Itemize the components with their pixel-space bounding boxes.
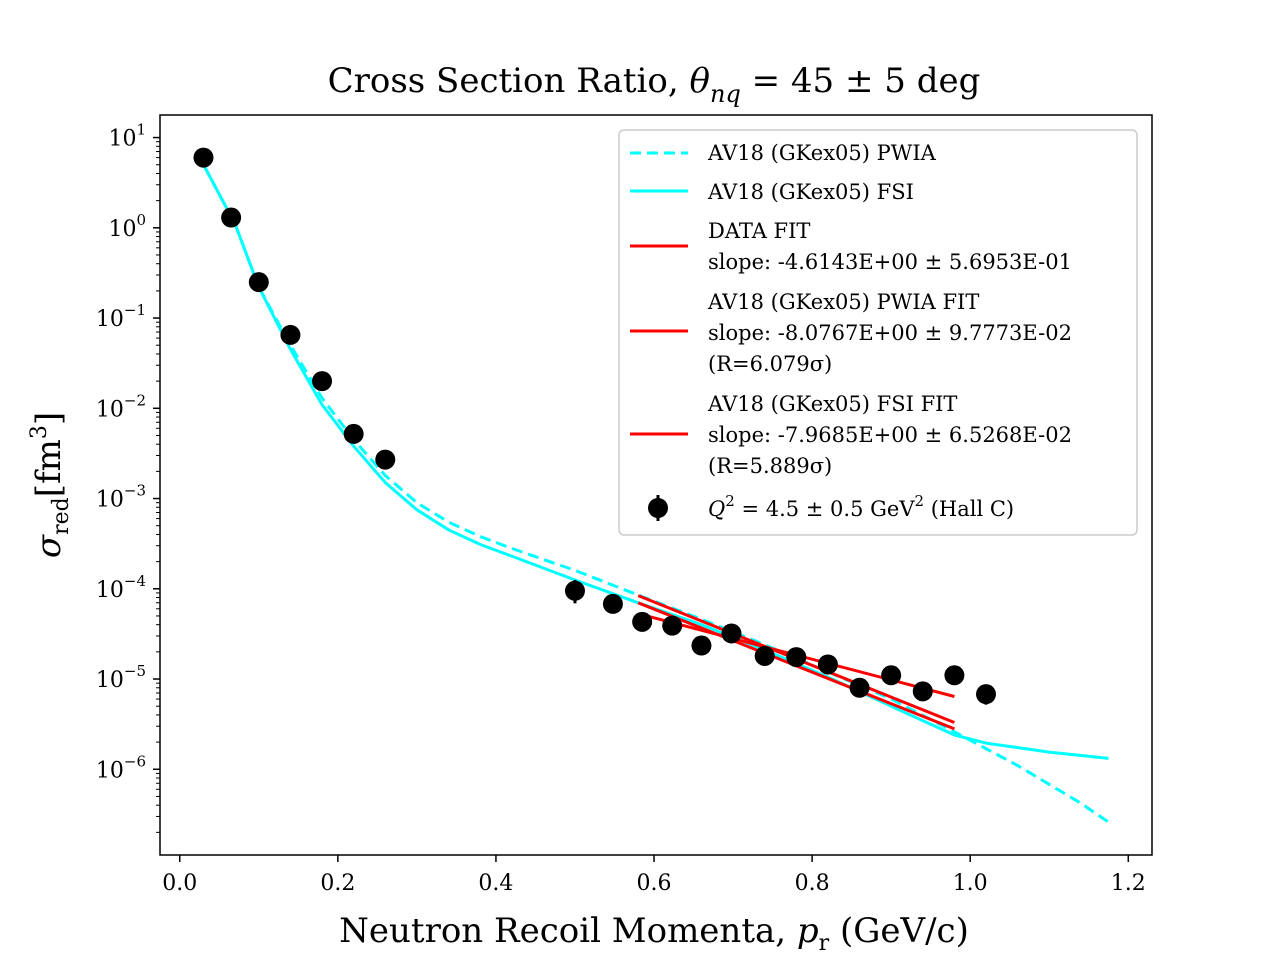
legend-label-fsi: AV18 (GKex05) FSI	[707, 180, 914, 204]
data-point	[248, 272, 269, 293]
x-tick-label: 0.4	[478, 871, 513, 896]
data-point	[849, 677, 870, 698]
chart-title: Cross Section Ratio, θnq = 45 ± 5 deg	[328, 61, 981, 108]
data-point	[632, 611, 653, 632]
data-point	[786, 647, 807, 668]
x-tick-label: 0.6	[637, 871, 672, 896]
x-tick-label: 0.0	[162, 871, 197, 896]
legend-label-data-fit: DATA FIT	[708, 219, 810, 243]
legend-label-data: Q2 = 4.5 ± 0.5 GeV2 (Hall C)	[708, 492, 1014, 521]
legend-label-fsi-fit-slope: slope: -7.9685E+00 ± 6.5268E-02	[708, 423, 1072, 447]
data-point	[662, 615, 683, 636]
legend-label-pwia-fit-r: (R=6.079σ)	[708, 352, 832, 376]
data-point	[375, 449, 396, 470]
data-point	[944, 665, 965, 686]
x-tick-label: 1.0	[953, 871, 988, 896]
x-tick-label: 0.2	[320, 871, 355, 896]
series-line-1	[202, 163, 1109, 760]
y-tick-label: 10−2	[96, 391, 146, 422]
legend-label-data-fit-slope: slope: -4.6143E+00 ± 5.6953E-01	[708, 250, 1072, 274]
data-point	[754, 645, 775, 666]
data-point	[312, 371, 333, 392]
data-point	[280, 324, 301, 345]
y-tick-label: 10−4	[96, 572, 146, 603]
series-layer	[202, 163, 1110, 824]
legend-swatch-data-marker	[648, 498, 668, 518]
y-tick-label: 10−5	[96, 662, 146, 693]
legend: AV18 (GKex05) PWIA AV18 (GKex05) FSI DAT…	[618, 129, 1138, 536]
data-point	[343, 423, 364, 444]
x-tick-label: 1.2	[1111, 871, 1146, 896]
data-points	[193, 147, 997, 705]
y-axis-ticks: 101 100 10−1 10−2 10−3 10−4 10−5 10−6	[96, 121, 160, 783]
data-point	[817, 654, 838, 675]
data-point	[564, 580, 585, 601]
x-axis-ticks: 0.0 0.2 0.4 0.6 0.8 1.0 1.2	[162, 855, 1146, 896]
series-line-0	[202, 163, 1110, 824]
legend-label-pwia-fit: AV18 (GKex05) PWIA FIT	[707, 290, 979, 314]
y-tick-label: 10−1	[96, 301, 146, 332]
data-point	[976, 684, 997, 705]
data-point	[221, 207, 242, 228]
y-tick-label: 10−3	[96, 482, 146, 513]
data-point	[721, 623, 742, 644]
y-tick-label: 10−6	[96, 752, 146, 783]
x-tick-label: 0.8	[795, 871, 830, 896]
y-axis-minor-ticks	[156, 141, 160, 833]
data-point	[912, 681, 933, 702]
y-axis-label: σred[fm3]	[27, 412, 74, 558]
y-tick-label: 101	[108, 121, 146, 152]
y-tick-label: 100	[108, 211, 146, 242]
legend-label-fsi-fit: AV18 (GKex05) FSI FIT	[707, 392, 957, 416]
data-point	[193, 147, 214, 168]
legend-label-fsi-fit-r: (R=5.889σ)	[708, 454, 832, 478]
legend-label-pwia: AV18 (GKex05) PWIA	[707, 141, 937, 165]
legend-box	[618, 129, 1138, 536]
data-point	[881, 665, 902, 686]
x-axis-label: Neutron Recoil Momenta, pr (GeV/c)	[339, 911, 969, 956]
data-point	[602, 593, 623, 614]
data-point	[691, 635, 712, 656]
legend-label-pwia-fit-slope: slope: -8.0767E+00 ± 9.7773E-02	[708, 321, 1072, 345]
